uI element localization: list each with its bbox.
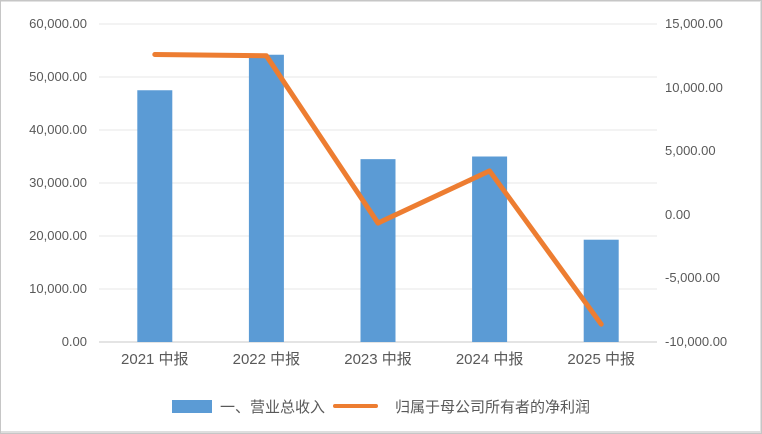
y-axis-right-tick-label: -5,000.00 [665,270,720,286]
bar-2022 中报 [248,54,284,343]
y-axis-right-tick-label: 5,000.00 [665,143,716,159]
x-axis-category-label: 2023 中报 [344,351,412,368]
x-axis-category-label: 2022 中报 [232,351,301,368]
legend: 一、营业总收入 归属于母公司所有者的净利润 [1,391,761,421]
net-profit-line [152,52,604,327]
y-axis-right-tick-label: 0.00 [665,206,691,222]
revenue-legend-label: 一、营业总收入 [219,398,325,416]
profit-legend-label: 归属于母公司所有者的净利润 [395,398,591,416]
y-axis-left-tick-label: 10,000.00 [29,281,87,296]
y-axis-left-tick-label: 50,000.00 [29,69,87,84]
y-axis-right-tick-label: -10,000.00 [665,334,728,349]
y-axis-left-tick-label: 60,000.00 [29,16,87,31]
x-axis-category-label: 2024 中报 [455,351,524,368]
x-axis-category-label: 2025 中报 [567,351,635,368]
x-axis-category-label: 2021 中报 [121,351,189,368]
y-axis-right-tick-label: 15,000.00 [665,16,723,31]
bar-2021 中报 [137,90,173,342]
y-axis-left-tick-label: 0.00 [61,334,87,349]
y-axis-left-tick-label: 30,000.00 [29,175,87,190]
profit-line-swatch [333,404,378,408]
revenue-bar-swatch [171,399,212,413]
y-axis-right-tick-label: 10,000.00 [665,79,723,95]
legend-item-net-profit: 归属于母公司所有者的净利润 [333,396,590,417]
bar-2023 中报 [360,159,396,342]
y-axis-left-tick-label: 40,000.00 [29,122,87,137]
legend-item-revenue: 一、营业总收入 [171,396,325,417]
y-axis-left-tick-label: 20,000.00 [29,228,87,243]
